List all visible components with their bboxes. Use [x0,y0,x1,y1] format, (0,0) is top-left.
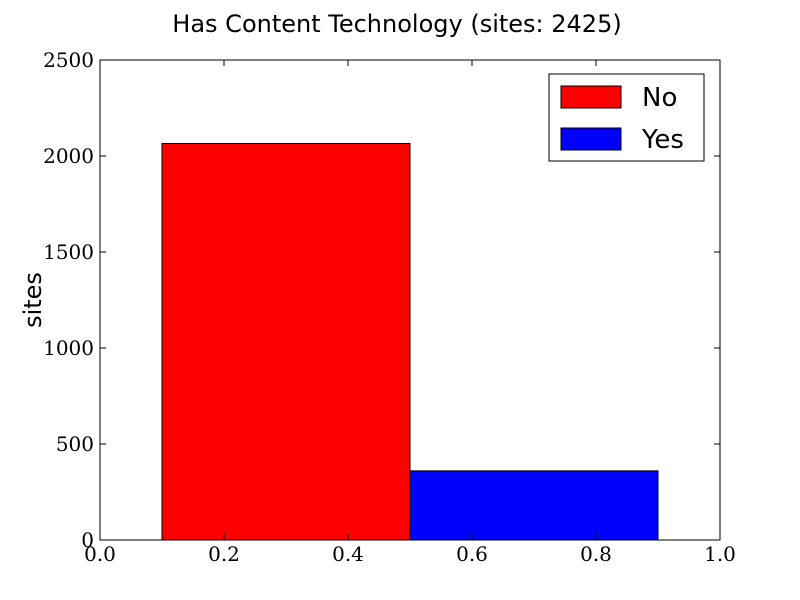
legend-label-yes: Yes [641,125,684,155]
x-tick-label: 0.2 [208,542,240,566]
y-tick-label: 1500 [43,240,94,264]
legend-swatch-no [560,85,622,109]
bar-yes [409,470,659,541]
bar-no [161,143,411,541]
y-tick-label: 2500 [43,48,94,72]
y-tick-label: 500 [56,432,94,456]
y-tick-label: 1000 [43,336,94,360]
bars-group [161,143,659,541]
x-tick-label: 0.6 [456,542,488,566]
x-tick-label: 0.8 [580,542,612,566]
legend-swatch-yes [560,127,622,151]
chart-title: Has Content Technology (sites: 2425) [172,10,621,38]
y-axis-label: sites [19,272,47,328]
legend: No Yes [548,73,705,162]
plot-frame [99,59,721,541]
x-tick-label: 1.0 [704,542,736,566]
y-tick-label: 2000 [43,144,94,168]
y-tick-label: 0 [81,528,94,552]
x-tick-label: 0.0 [84,542,116,566]
x-tick-label: 0.4 [332,542,364,566]
ticks-group: 0.0 0.2 0.4 0.6 0.8 1.0 0 500 1000 1500 2000 2500 [43,48,736,566]
legend-label-no: No [642,83,677,113]
